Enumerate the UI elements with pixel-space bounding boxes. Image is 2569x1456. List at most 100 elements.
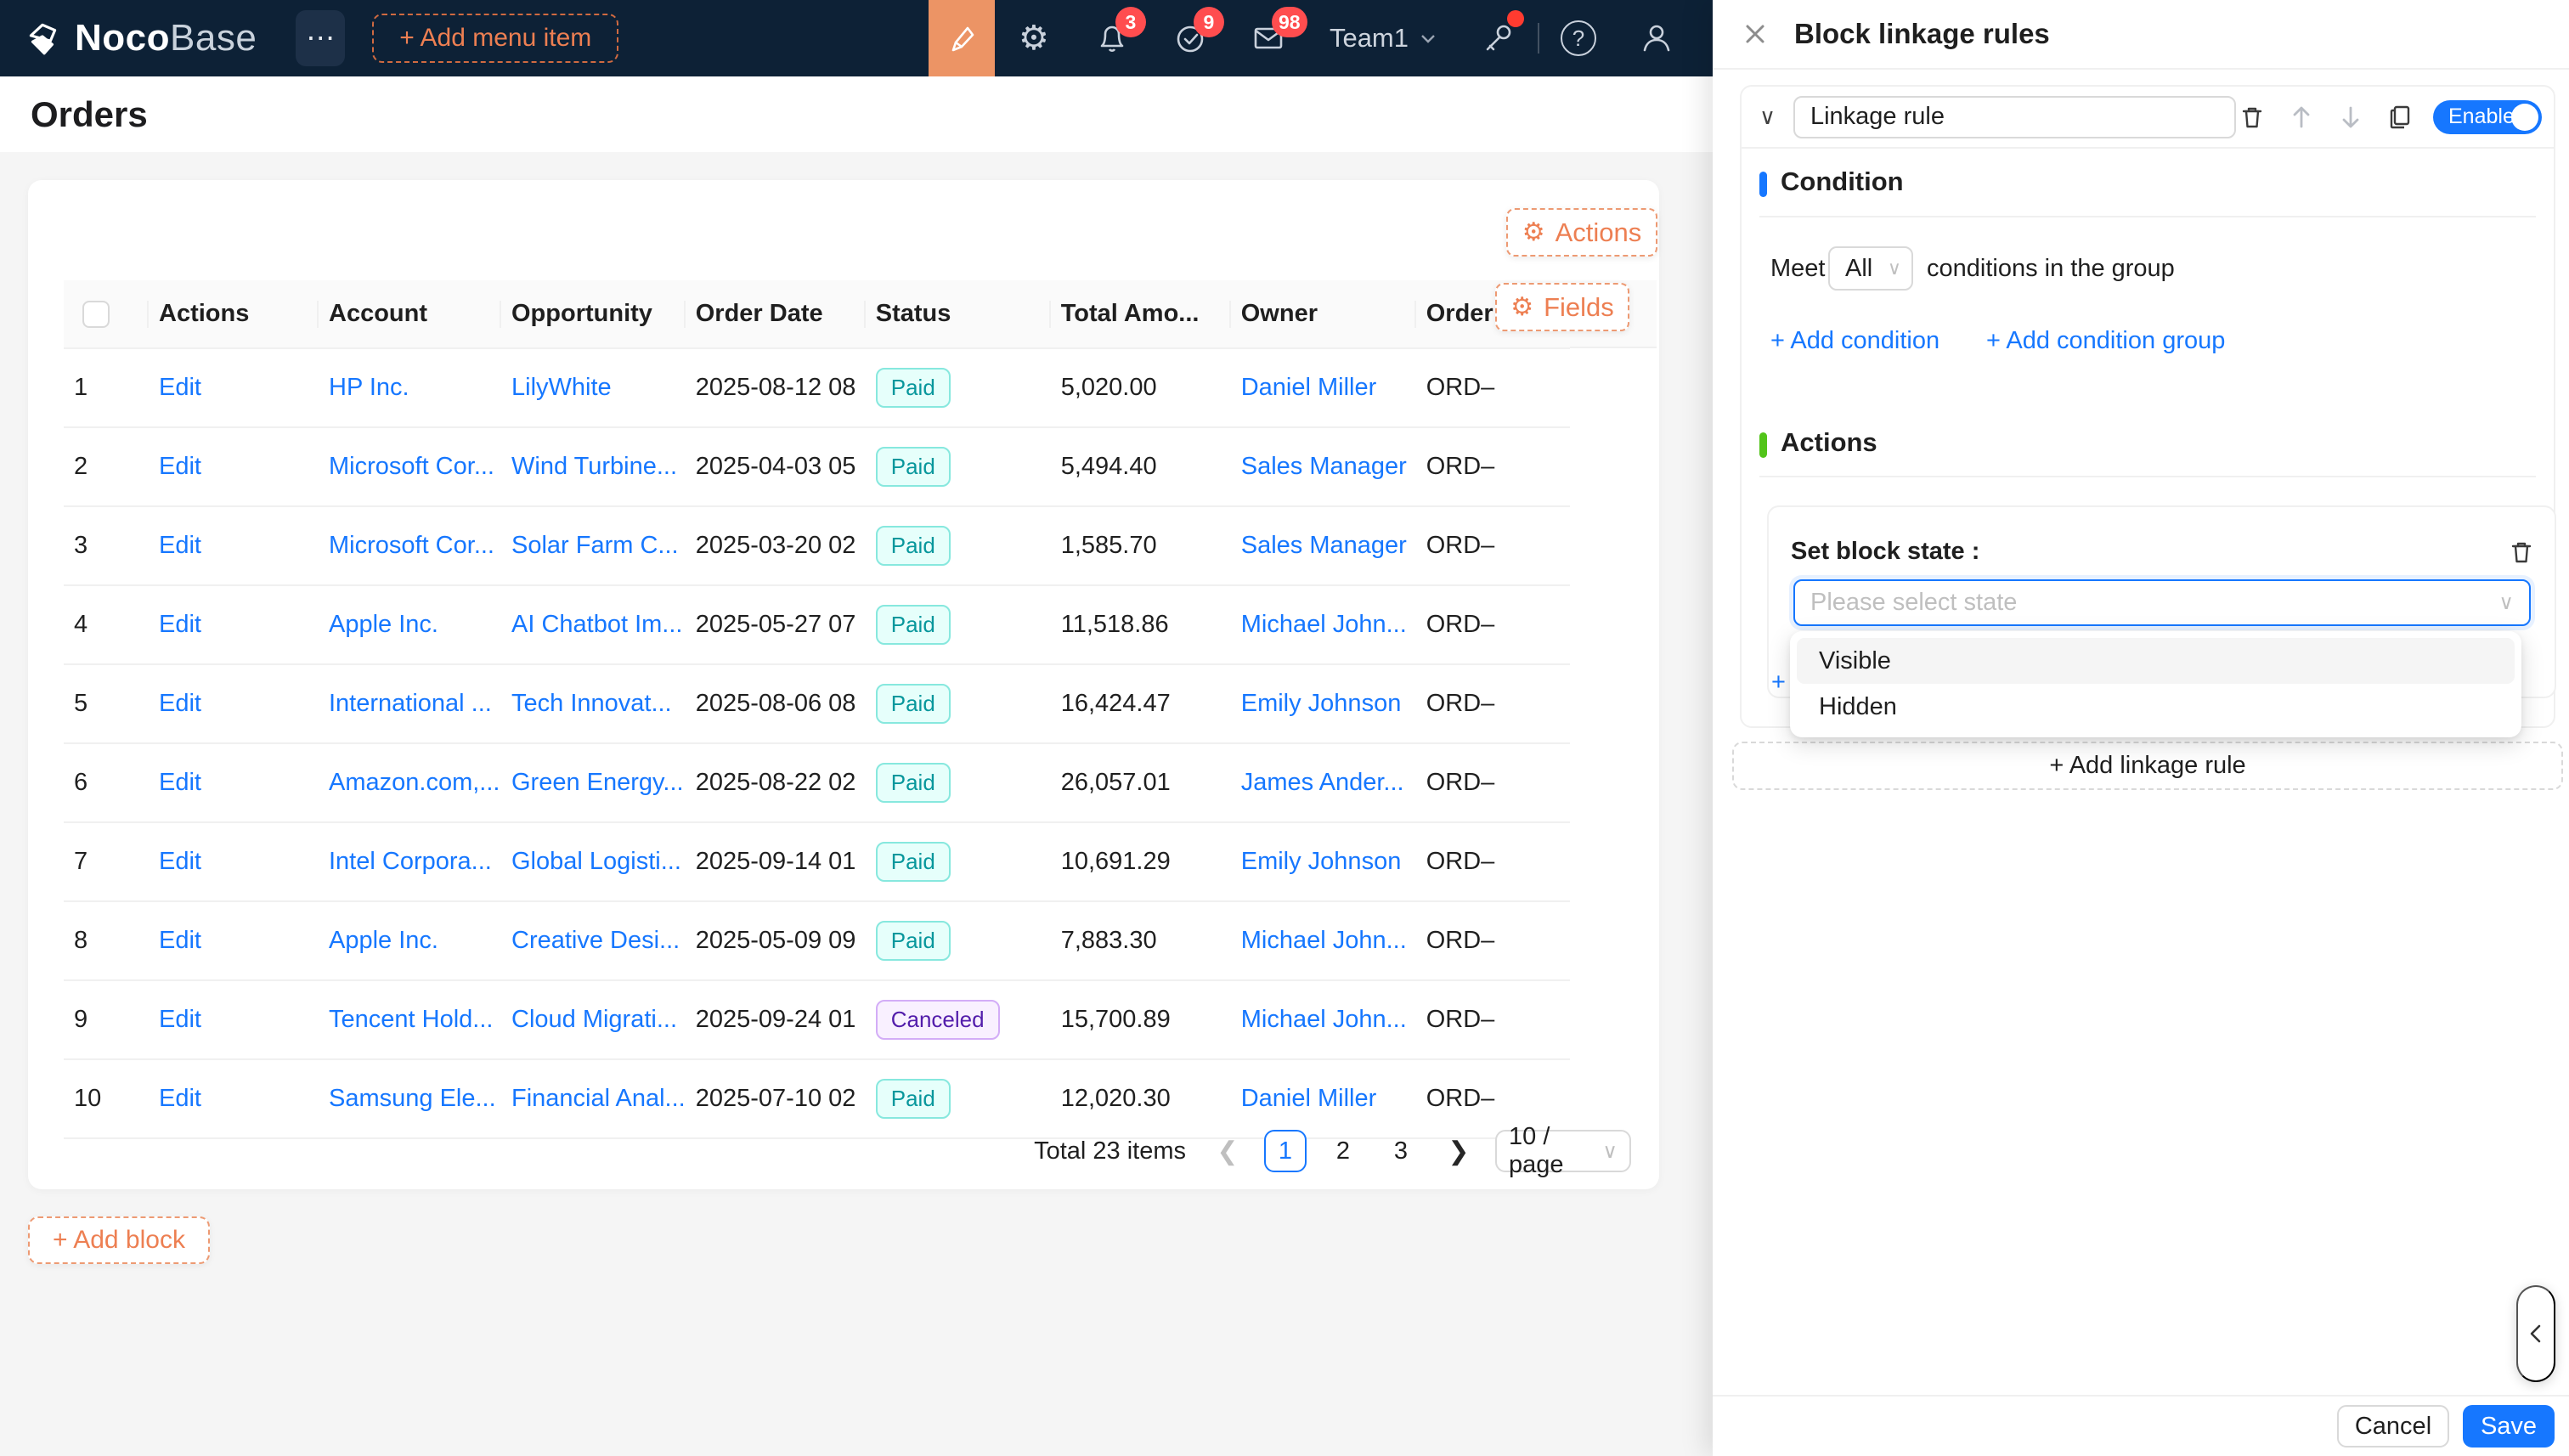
owner-link[interactable]: Sales Manager [1240, 532, 1407, 559]
status-badge-cell: Paid [865, 743, 1051, 823]
edit-link[interactable]: Edit [159, 848, 201, 875]
pagination-page-1[interactable]: 1 [1264, 1130, 1307, 1172]
opportunity-link[interactable]: Solar Farm C... [511, 532, 679, 559]
account-link[interactable]: HP Inc. [329, 374, 409, 401]
add-block-button[interactable]: + Add block [28, 1216, 210, 1264]
save-button[interactable]: Save [2463, 1405, 2555, 1448]
edit-link[interactable]: Edit [159, 690, 201, 717]
account-link[interactable]: Microsoft Cor... [329, 532, 494, 559]
edit-link[interactable]: Edit [159, 927, 201, 954]
pagination-next-button[interactable]: ❯ [1437, 1130, 1480, 1172]
user-button[interactable] [1618, 0, 1696, 76]
add-linkage-rule-button[interactable]: + Add linkage rule [1732, 742, 2563, 790]
cancel-button[interactable]: Cancel [2337, 1405, 2449, 1448]
chevron-left-icon [2525, 1323, 2547, 1345]
move-rule-up-button[interactable] [2285, 101, 2318, 133]
opportunity-link[interactable]: LilyWhite [511, 374, 612, 401]
opportunity-link[interactable]: Cloud Migrati... [511, 1006, 678, 1033]
account-link[interactable]: International ... [329, 690, 492, 717]
owner-link[interactable]: Emily Johnson [1240, 848, 1402, 875]
notifications-button[interactable]: 3 [1073, 0, 1151, 76]
account-link[interactable]: Tencent Hold... [329, 1006, 494, 1033]
owner-link[interactable]: Daniel Miller [1240, 1085, 1377, 1112]
add-menu-item-button[interactable]: + Add menu item [372, 14, 619, 63]
opportunity-link[interactable]: Wind Turbine... [511, 453, 678, 480]
enable-toggle[interactable]: Enable [2433, 99, 2542, 134]
edit-link[interactable]: Edit [159, 453, 201, 480]
key-icon [1480, 20, 1517, 57]
drawer-collapse-handle[interactable] [2516, 1285, 2555, 1382]
owner-link[interactable]: Michael John... [1240, 1006, 1407, 1033]
account-link-cell: Samsung Ele... [319, 1059, 501, 1139]
select-all-checkbox[interactable] [82, 300, 110, 328]
edit-link[interactable]: Edit [159, 532, 201, 559]
edit-link[interactable]: Edit [159, 1006, 201, 1033]
duplicate-rule-button[interactable] [2384, 101, 2416, 133]
team-dropdown[interactable]: Team1 [1307, 0, 1460, 76]
account-link[interactable]: Microsoft Cor... [329, 453, 494, 480]
configure-actions-button[interactable]: ⚙ Actions [1506, 208, 1657, 257]
ui-editor-button[interactable] [928, 0, 995, 76]
edit-link[interactable]: Edit [159, 1085, 201, 1112]
help-button[interactable]: ? [1539, 0, 1618, 76]
orders-table: Actions Account Opportunity Order Date S… [64, 280, 1570, 1139]
owner-link[interactable]: Emily Johnson [1240, 690, 1402, 717]
owner-link[interactable]: Daniel Miller [1240, 374, 1377, 401]
order-date-cell-cell: 2025-08-12 08 [685, 348, 866, 428]
page-size-select[interactable]: 10 / page ∨ [1495, 1123, 1631, 1178]
opportunity-link-cell: Wind Turbine... [501, 427, 686, 507]
block-state-select[interactable]: Please select state ∨ [1793, 579, 2531, 626]
owner-link[interactable]: Sales Manager [1240, 453, 1407, 480]
total-amount-cell-cell: 5,494.40 [1050, 427, 1231, 507]
pagination-page-2[interactable]: 2 [1322, 1130, 1364, 1172]
mail-button[interactable]: 98 [1229, 0, 1307, 76]
opportunity-link[interactable]: Tech Innovat... [511, 690, 672, 717]
add-condition-group-button[interactable]: + Add condition group [1986, 327, 2226, 354]
delete-action-button[interactable] [2505, 536, 2538, 568]
account-link[interactable]: Apple Inc. [329, 927, 438, 954]
order-number-cell-cell: ORD– [1415, 1059, 1570, 1139]
linkage-rule-panel-header[interactable]: ∨ [1742, 87, 2554, 149]
opportunity-link[interactable]: AI Chatbot Im... [511, 611, 683, 638]
owner-link[interactable]: James Ander... [1240, 769, 1404, 796]
pagination-page-3[interactable]: 3 [1380, 1130, 1422, 1172]
opportunity-link-cell: Global Logisti... [501, 822, 686, 902]
edit-link[interactable]: Edit [159, 769, 201, 796]
account-link[interactable]: Samsung Ele... [329, 1085, 496, 1112]
move-rule-down-button[interactable] [2335, 101, 2367, 133]
delete-rule-button[interactable] [2236, 101, 2268, 133]
status-badge-cell: Paid [865, 427, 1051, 507]
condition-mode-select[interactable]: All ∨ [1828, 246, 1913, 291]
total-amount-cell-cell: 1,585.70 [1050, 506, 1231, 586]
add-condition-button[interactable]: + Add condition [1770, 327, 1940, 354]
edit-link[interactable]: Edit [159, 611, 201, 638]
check-circle-icon [1172, 20, 1209, 57]
pagination-prev-button[interactable]: ❮ [1206, 1130, 1249, 1172]
select-all-header [64, 280, 149, 349]
api-keys-button[interactable] [1460, 0, 1538, 76]
opportunity-link[interactable]: Green Energy... [511, 769, 684, 796]
dropdown-option-hidden[interactable]: Hidden [1819, 692, 1897, 720]
opportunity-link[interactable]: Creative Desi... [511, 927, 680, 954]
owner-link[interactable]: Michael John... [1240, 611, 1407, 638]
opportunity-link[interactable]: Global Logisti... [511, 848, 681, 875]
edit-link[interactable]: Edit [159, 374, 201, 401]
opportunity-link-cell: Green Energy... [501, 743, 686, 823]
order-number-cell-cell: ORD– [1415, 664, 1570, 744]
opportunity-link[interactable]: Financial Anal... [511, 1085, 686, 1112]
account-link[interactable]: Apple Inc. [329, 611, 438, 638]
settings-button[interactable]: ⚙ [995, 0, 1073, 76]
account-link[interactable]: Amazon.com,... [329, 769, 500, 796]
configure-fields-button[interactable]: ⚙ Fields [1495, 283, 1629, 331]
condition-section-bar [1759, 172, 1767, 197]
dropdown-option-visible[interactable]: Visible [1797, 638, 2515, 684]
nocobase-logo[interactable]: NocoBase [24, 17, 257, 59]
block-linkage-rules-drawer: Block linkage rules ∨ [1713, 0, 2569, 1456]
tasks-button[interactable]: 9 [1151, 0, 1229, 76]
owner-link[interactable]: Michael John... [1240, 927, 1407, 954]
menu-more-button[interactable]: ⋯ [296, 10, 346, 66]
account-link[interactable]: Intel Corpora... [329, 848, 492, 875]
rule-name-input[interactable] [1793, 95, 2236, 138]
drawer-close-button[interactable] [1738, 17, 1772, 51]
collapse-chevron-icon[interactable]: ∨ [1759, 104, 1776, 129]
